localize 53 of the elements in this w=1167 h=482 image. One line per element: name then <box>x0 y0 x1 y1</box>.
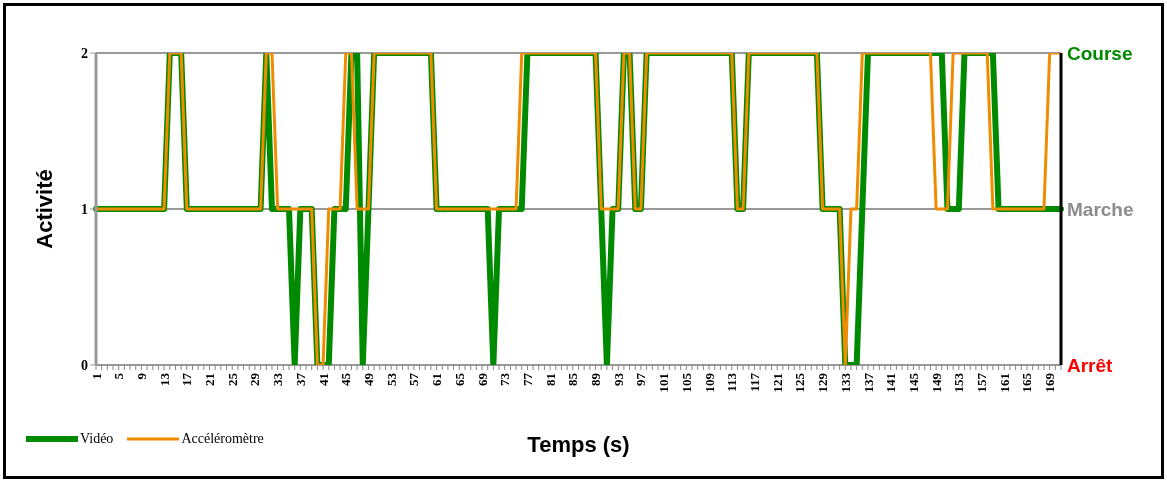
x-tick-label: 61 <box>429 373 445 386</box>
x-tick-label: 105 <box>678 372 694 393</box>
x-tick-label: 41 <box>315 373 331 386</box>
x-tick-label: 17 <box>179 372 195 386</box>
x-tick-label: 57 <box>406 372 422 386</box>
x-tick-label: 113 <box>724 372 740 392</box>
legend-label: Vidéo <box>80 431 114 447</box>
x-tick-label: 153 <box>951 372 967 393</box>
x-tick-label: 169 <box>1042 372 1058 393</box>
y-axis-title: Activité <box>31 169 57 249</box>
x-tick-label: 53 <box>383 372 399 386</box>
x-tick-label: 97 <box>633 372 649 386</box>
x-tick-label: 149 <box>928 372 944 393</box>
x-tick-label: 81 <box>542 373 558 386</box>
x-tick-label: 85 <box>565 372 581 386</box>
x-tick-label: 21 <box>202 373 218 386</box>
x-tick-label: 157 <box>974 372 990 393</box>
x-tick-label: 89 <box>588 372 604 386</box>
x-tick-label: 45 <box>338 372 354 386</box>
y-tick-label: 0 <box>81 357 88 373</box>
x-tick-label: 93 <box>610 372 626 386</box>
x-tick-label: 29 <box>247 372 263 386</box>
x-tick-label: 25 <box>224 372 240 386</box>
x-tick-label: 117 <box>746 372 762 392</box>
x-tick-label: 37 <box>292 372 308 386</box>
text: Marche <box>1067 198 1134 220</box>
x-tick-label: 33 <box>270 372 286 386</box>
x-tick-label: 73 <box>497 372 513 386</box>
x-tick-label: 5 <box>111 372 127 380</box>
x-tick-label: 137 <box>860 372 876 393</box>
x-tick-label: 49 <box>360 372 376 386</box>
y-tick-label: 2 <box>81 45 88 61</box>
x-tick-label: 161 <box>996 373 1012 393</box>
x-tick-label: 77 <box>519 372 535 386</box>
text: Arrêt <box>1067 354 1114 376</box>
x-tick-label: 101 <box>656 373 672 393</box>
x-tick-label: 129 <box>815 372 831 393</box>
x-tick-label: 1 <box>88 373 104 380</box>
x-tick-label: 109 <box>701 372 717 393</box>
x-tick-label: 165 <box>1019 372 1035 393</box>
x-tick-label: 9 <box>133 372 149 380</box>
x-tick-label: 125 <box>792 372 808 393</box>
legend-label: Accéléromètre <box>181 431 264 447</box>
x-tick-label: 65 <box>451 372 467 386</box>
x-tick-label: 141 <box>883 373 899 393</box>
y-tick-label: 1 <box>81 201 88 217</box>
x-tick-label: 121 <box>769 373 785 393</box>
text: Course <box>1067 42 1133 64</box>
x-tick-label: 69 <box>474 372 490 386</box>
x-tick-label: 133 <box>837 372 853 393</box>
x-axis-title: Temps (s) <box>527 432 630 457</box>
x-tick-label: 13 <box>156 372 172 386</box>
x-tick-label: 145 <box>905 372 921 393</box>
